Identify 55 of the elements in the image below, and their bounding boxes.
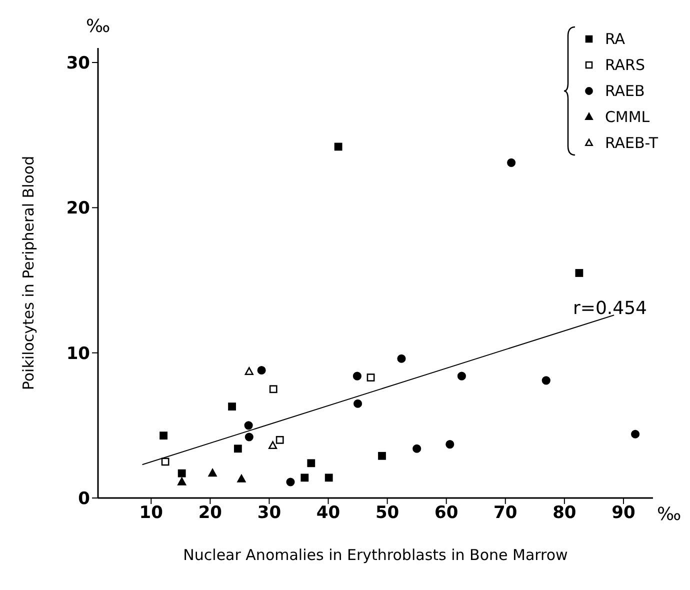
point [244, 432, 254, 442]
point [269, 385, 278, 394]
point [178, 469, 186, 478]
point [160, 432, 168, 440]
point [354, 399, 362, 408]
point [237, 474, 246, 482]
point [178, 477, 186, 486]
legend-label: RARS [604, 56, 645, 74]
y-tick-label: 30 [66, 54, 90, 74]
x-tick-label: 40 [316, 503, 340, 524]
point [268, 441, 278, 450]
point [507, 158, 516, 167]
point [366, 374, 375, 382]
point [575, 269, 584, 277]
y-axis-title: Poikilocytes in Peripheral Blood [19, 156, 38, 390]
y-tick-label: 0 [78, 489, 90, 510]
point [228, 402, 236, 410]
x-tick-label: 20 [198, 503, 222, 524]
point [276, 436, 284, 444]
point [457, 372, 466, 380]
point [352, 372, 362, 380]
x-tick-label: 50 [375, 503, 400, 524]
point [334, 142, 342, 151]
x-tick-label: 90 [612, 503, 636, 524]
x-axis-title: Nuclear Anomalies in Erythroblasts in Bone Marrow [182, 546, 569, 564]
legend-label: RAEB-T [604, 134, 658, 152]
point [631, 430, 640, 438]
point [257, 366, 266, 375]
point [446, 440, 454, 449]
x-tick-label: 30 [257, 503, 282, 524]
point [307, 459, 316, 468]
point [161, 458, 170, 466]
point [542, 376, 550, 385]
text: ‰ [86, 16, 110, 37]
x-tick-label: 70 [494, 503, 518, 524]
point [286, 478, 295, 486]
point [300, 474, 309, 482]
y-tick-label: 20 [66, 198, 90, 219]
point [378, 452, 386, 460]
point [234, 444, 242, 453]
text: ‰ [657, 504, 682, 525]
legend-label: CMML [604, 108, 650, 126]
x-tick-label: 10 [139, 503, 164, 524]
point [208, 468, 217, 477]
annotation: r=0.454 [573, 298, 648, 319]
y-tick-label: 10 [66, 344, 90, 364]
legend-label: RAEB [604, 82, 645, 100]
point [397, 354, 406, 363]
point [244, 367, 254, 375]
point [244, 421, 253, 430]
point [412, 444, 422, 453]
point [324, 474, 333, 482]
x-tick-label: 60 [434, 503, 458, 524]
legend-label: RA [604, 30, 626, 48]
x-tick-label: 80 [552, 503, 576, 524]
